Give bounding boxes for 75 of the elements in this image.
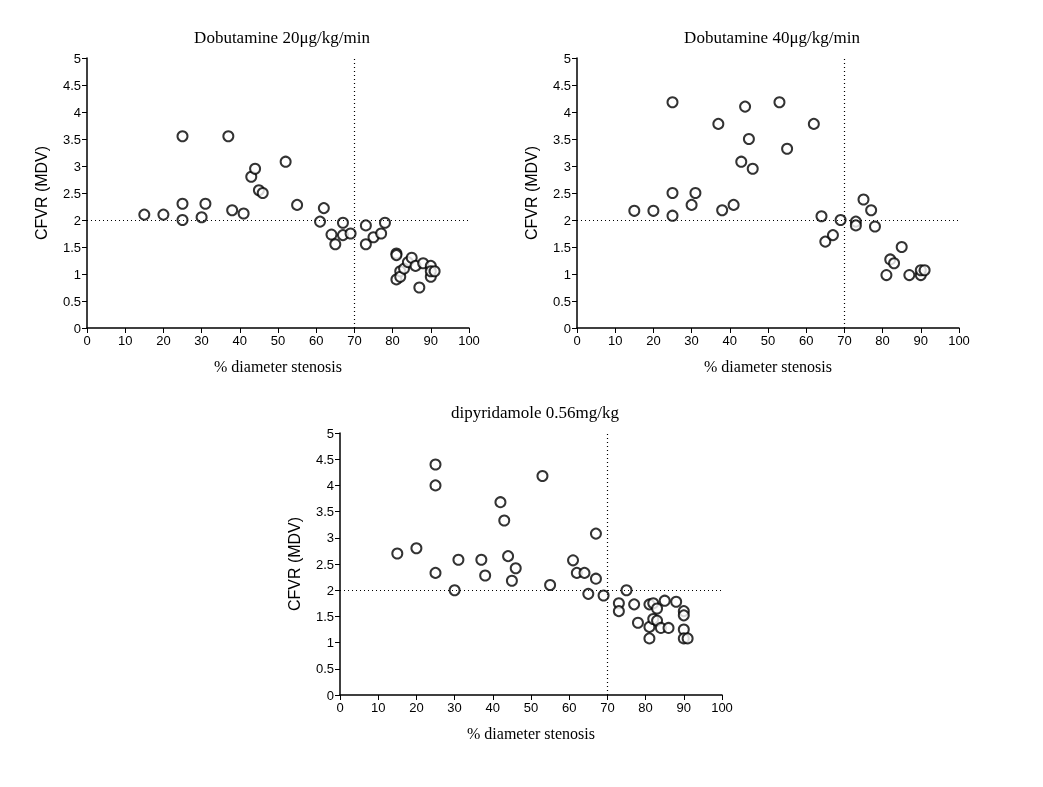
y-tick-label: 3.5 (552, 131, 571, 147)
y-tick-label: 5 (326, 425, 334, 441)
x-tick-label: 100 (948, 333, 970, 348)
y-tick-label: 0.5 (315, 661, 334, 677)
x-tick-label: 90 (913, 333, 929, 348)
x-tick-label: 60 (561, 700, 577, 715)
y-tick-label: 3 (326, 530, 334, 546)
x-tick-label: 60 (798, 333, 814, 348)
y-tick-label: 2 (326, 582, 334, 598)
y-axis-title: CFVR (MDV) (522, 145, 540, 241)
x-tick-label: 70 (837, 333, 852, 348)
x-tick-label: 20 (646, 333, 661, 348)
y-tick-label: 5 (73, 50, 81, 66)
x-tick-label: 80 (875, 333, 890, 348)
x-tick-label: 90 (676, 700, 692, 715)
x-tick-label: 100 (458, 333, 480, 348)
x-tick-label: 10 (607, 333, 623, 348)
y-tick-label: 0.5 (62, 293, 81, 309)
x-tick-label: 30 (194, 333, 209, 348)
y-tick-label: 5 (563, 50, 571, 66)
y-tick-label: 1.5 (315, 608, 334, 624)
x-tick-label: 40 (485, 700, 501, 715)
y-tick-label: 0 (73, 320, 81, 336)
y-tick-label: 4 (73, 104, 81, 120)
y-tick-label: 4.5 (62, 77, 81, 93)
x-tick-label: 0 (573, 333, 581, 348)
y-tick-label: 0 (563, 320, 571, 336)
x-tick-label: 30 (447, 700, 462, 715)
chart-title: dipyridamole 0.56mg/kg (450, 403, 620, 422)
x-tick-label: 40 (232, 333, 248, 348)
y-tick-label: 3 (563, 158, 571, 174)
y-tick-label: 1 (563, 266, 571, 282)
x-tick-label: 60 (308, 333, 324, 348)
y-tick-label: 2.5 (315, 556, 334, 572)
x-tick-label: 70 (347, 333, 362, 348)
x-axis-title: % diameter stenosis (214, 357, 342, 375)
y-tick-label: 1.5 (62, 239, 81, 255)
y-tick-label: 1 (73, 266, 81, 282)
x-tick-label: 10 (117, 333, 133, 348)
x-tick-label: 10 (370, 700, 386, 715)
y-axis-title: CFVR (MDV) (285, 516, 303, 612)
x-tick-label: 0 (83, 333, 91, 348)
x-tick-label: 30 (684, 333, 699, 348)
x-tick-label: 100 (711, 700, 733, 715)
x-tick-label: 0 (336, 700, 344, 715)
chart-title: Dobutamine 20μg/kg/min (194, 28, 371, 47)
y-tick-label: 0.5 (552, 293, 571, 309)
x-tick-label: 40 (722, 333, 738, 348)
x-tick-label: 70 (600, 700, 615, 715)
y-axis-title: CFVR (MDV) (32, 145, 50, 241)
x-axis-title: % diameter stenosis (467, 724, 595, 742)
x-tick-label: 80 (638, 700, 653, 715)
x-tick-label: 80 (385, 333, 400, 348)
y-tick-label: 2.5 (62, 185, 81, 201)
y-tick-label: 1.5 (552, 239, 571, 255)
x-tick-label: 20 (156, 333, 171, 348)
y-tick-label: 2 (563, 212, 571, 228)
x-tick-label: 50 (760, 333, 776, 348)
y-tick-label: 4 (326, 477, 334, 493)
x-tick-label: 20 (409, 700, 424, 715)
y-tick-label: 1 (326, 635, 334, 651)
y-tick-label: 3 (73, 158, 81, 174)
x-tick-label: 50 (270, 333, 286, 348)
y-tick-label: 3.5 (315, 504, 334, 520)
y-tick-label: 2 (73, 212, 81, 228)
y-tick-label: 0 (326, 687, 334, 703)
y-tick-label: 4.5 (315, 451, 334, 467)
x-tick-label: 50 (523, 700, 539, 715)
y-tick-label: 4.5 (552, 77, 571, 93)
y-tick-label: 4 (563, 104, 571, 120)
y-tick-label: 2.5 (552, 185, 571, 201)
x-tick-label: 90 (423, 333, 439, 348)
x-axis-title: % diameter stenosis (704, 357, 832, 375)
chart-title: Dobutamine 40μg/kg/min (684, 28, 861, 47)
y-tick-label: 3.5 (62, 131, 81, 147)
